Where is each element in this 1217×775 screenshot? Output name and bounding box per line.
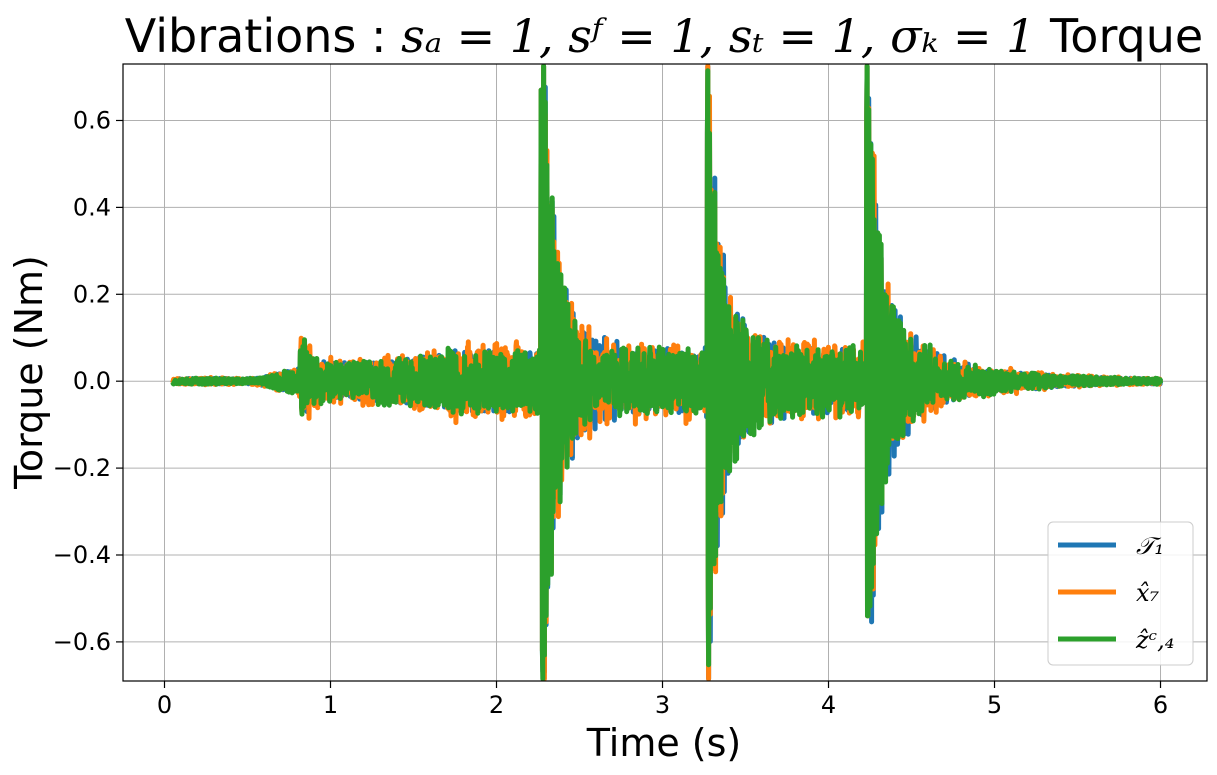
plot-series	[170, 63, 1163, 682]
legend-label-3: ẑᶜ,₄	[1135, 626, 1174, 654]
legend-label-1: 𝒯₁	[1136, 532, 1164, 560]
legend-label-2: x̂₇	[1136, 579, 1160, 607]
y-tick-label: 0.2	[73, 280, 111, 308]
y-axis-ticks: −0.6 −0.4 −0.2 0.0 0.2 0.4 0.6	[53, 106, 123, 656]
y-tick-label: 0.4	[73, 193, 111, 221]
x-tick-label: 0	[157, 691, 172, 719]
x-tick-label: 2	[489, 691, 504, 719]
x-tick-label: 6	[1153, 691, 1168, 719]
y-tick-label: 0.6	[73, 106, 111, 134]
chart-title-math: sₐ = 1, sᶠ = 1, sₜ = 1, σₖ = 1	[401, 9, 1035, 63]
chart-title: Vibrations : sₐ = 1, sᶠ = 1, sₜ = 1, σₖ …	[125, 9, 1203, 63]
x-axis-label: Time (s)	[586, 721, 742, 765]
y-tick-label: −0.2	[53, 454, 111, 482]
x-tick-label: 1	[323, 691, 338, 719]
legend: 𝒯₁ x̂₇ ẑᶜ,₄	[1047, 521, 1194, 666]
y-tick-label: −0.6	[53, 628, 111, 656]
x-tick-label: 4	[821, 691, 836, 719]
chart-title-suffix: Torque	[1035, 9, 1203, 63]
axes-frame	[122, 63, 1208, 682]
y-tick-label: −0.4	[53, 541, 111, 569]
x-axis-ticks: 0 1 2 3 4 5 6	[157, 681, 1168, 719]
y-axis-label: Torque (Nm)	[7, 255, 51, 490]
y-tick-label: 0.0	[73, 367, 111, 395]
x-tick-label: 3	[655, 691, 670, 719]
series-line-3	[170, 63, 1163, 682]
chart-title-prefix: Vibrations :	[125, 9, 401, 63]
legend-frame	[1047, 521, 1194, 666]
x-tick-label: 5	[987, 691, 1002, 719]
